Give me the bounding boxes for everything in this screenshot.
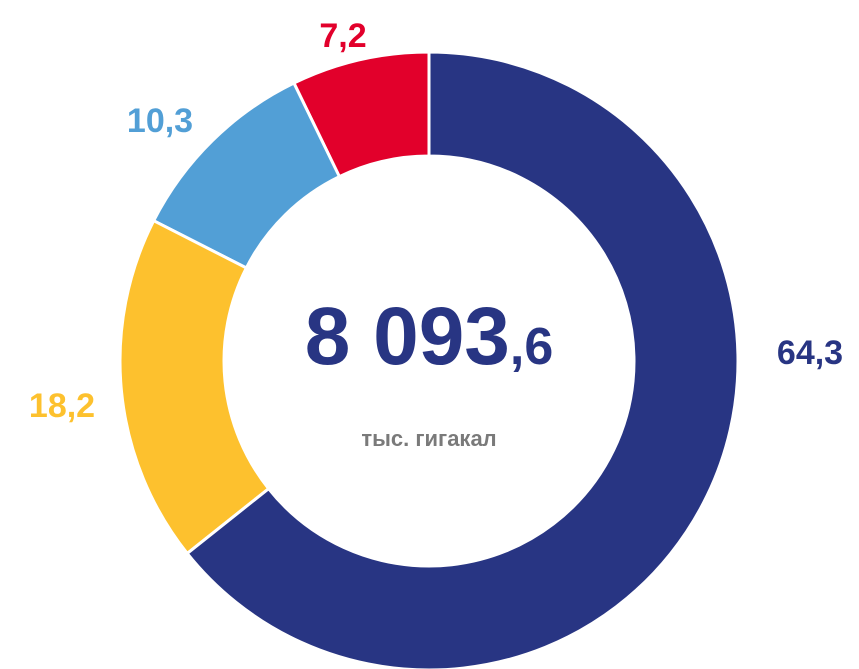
donut-slice — [118, 218, 271, 556]
donut-slice — [151, 81, 342, 270]
value-label: 10,3 — [127, 102, 193, 140]
donut-slice — [185, 50, 740, 669]
value-label: 7,2 — [319, 17, 366, 55]
value-label: 64,3 — [777, 334, 843, 372]
value-label: 18,2 — [29, 387, 95, 425]
center-fraction: ,6 — [510, 318, 553, 376]
center-integer: 8 093 — [305, 291, 510, 382]
center-value: 8 093,6 — [305, 291, 554, 382]
center-unit: тыс. гигакал — [361, 426, 496, 451]
